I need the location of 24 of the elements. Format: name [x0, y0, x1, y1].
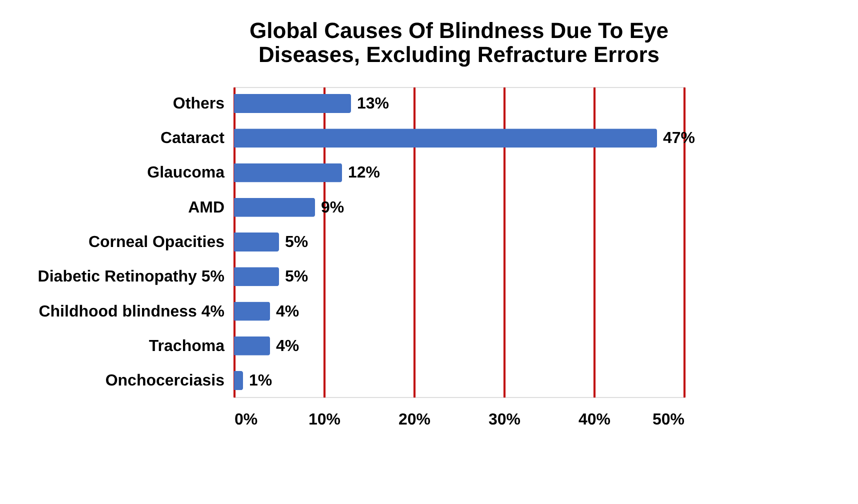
x-tick-label: 50%	[652, 412, 684, 428]
y-tick-label: Cataract	[160, 130, 226, 148]
y-tick-label: AMD	[188, 199, 224, 216]
data-label: 5%	[285, 234, 308, 251]
y-tick-label: Onchocerciasis	[105, 372, 225, 390]
y-tick-label: Diabetic Retinopathy 5%	[38, 268, 224, 286]
data-label: 13%	[357, 95, 390, 112]
data-label: 5%	[285, 268, 308, 286]
y-tick-label: Childhood blindness 4%	[38, 303, 224, 320]
text: Diseases, Excluding Refracture Errors	[258, 42, 660, 67]
x-tick-label: 10%	[308, 412, 341, 428]
x-tick-label: 0%	[234, 412, 258, 428]
data-label: 4%	[276, 303, 300, 320]
text: Global Causes Of Blindness Due To Eye	[250, 18, 668, 43]
data-label: 4%	[276, 338, 300, 355]
y-tick-label: Trachoma	[148, 338, 225, 355]
x-tick-label: 40%	[578, 412, 611, 428]
y-tick-label: Others	[172, 95, 225, 112]
x-tick-label: 30%	[488, 412, 521, 428]
y-tick-label: Corneal Opacities	[88, 234, 225, 251]
data-label: 1%	[249, 372, 272, 390]
data-label: 12%	[348, 164, 380, 182]
y-tick-label: Glaucoma	[147, 164, 225, 182]
x-tick-label: 20%	[398, 412, 431, 428]
